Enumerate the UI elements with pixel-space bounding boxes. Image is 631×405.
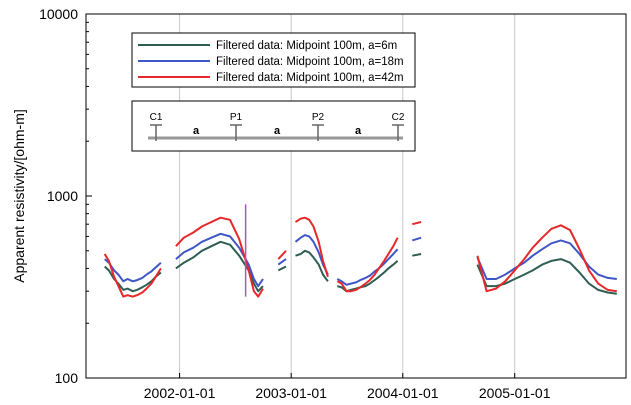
electrode-label: C2 <box>392 112 405 123</box>
series-segment <box>295 249 329 282</box>
electrode-label: P1 <box>230 112 243 123</box>
axes: 2002-01-01 2003-01-01 2004-01-01 2005-01-01… <box>11 6 551 401</box>
electrode-diagram-box <box>131 100 416 152</box>
x-tick-label: 2005-01-01 <box>479 385 551 401</box>
electrode-label: P2 <box>312 112 325 123</box>
series-segment <box>476 258 617 295</box>
legend-label: Filtered data: Midpoint 100m, a=42m <box>216 72 404 84</box>
series-segment <box>294 234 329 276</box>
series-segment <box>476 239 617 280</box>
spacing-label: a <box>193 125 200 137</box>
spacing-label: a <box>355 125 362 137</box>
series-segment <box>104 258 162 283</box>
series-segment <box>336 237 399 293</box>
y-axis-label: Apparent resistivity/[ohm-m] <box>11 109 27 283</box>
series-segment <box>412 221 422 226</box>
x-tick-label: 2002-01-01 <box>144 385 216 401</box>
x-tick-label: 2003-01-01 <box>255 385 327 401</box>
series-segment <box>412 253 422 257</box>
series-segment <box>277 265 287 272</box>
series-segment <box>277 258 287 266</box>
series-segment <box>175 232 264 288</box>
series-layer <box>103 204 617 298</box>
series-line-3 <box>103 216 617 298</box>
y-tick-label: 1000 <box>47 188 78 204</box>
series-segment <box>277 250 287 260</box>
series-segment <box>175 216 264 298</box>
x-tick-label: 2004-01-01 <box>367 385 439 401</box>
series-segment <box>175 240 264 293</box>
y-tick-label: 10000 <box>39 6 78 22</box>
electrode-diagram: C1 P1 P2 C2 a a a <box>131 100 416 152</box>
electrode-label: C1 <box>150 112 163 123</box>
legend: Filtered data: Midpoint 100m, a=6m Filter… <box>131 32 416 88</box>
series-segment <box>336 248 399 286</box>
spacing-label: a <box>274 125 281 137</box>
y-tick-label: 100 <box>55 370 79 386</box>
series-line-2 <box>104 232 617 288</box>
series-segment <box>476 224 617 293</box>
series-segment <box>103 253 162 298</box>
series-segment <box>294 216 329 278</box>
legend-label: Filtered data: Midpoint 100m, a=18m <box>216 56 404 68</box>
legend-label: Filtered data: Midpoint 100m, a=6m <box>216 40 397 52</box>
series-segment <box>412 236 422 242</box>
